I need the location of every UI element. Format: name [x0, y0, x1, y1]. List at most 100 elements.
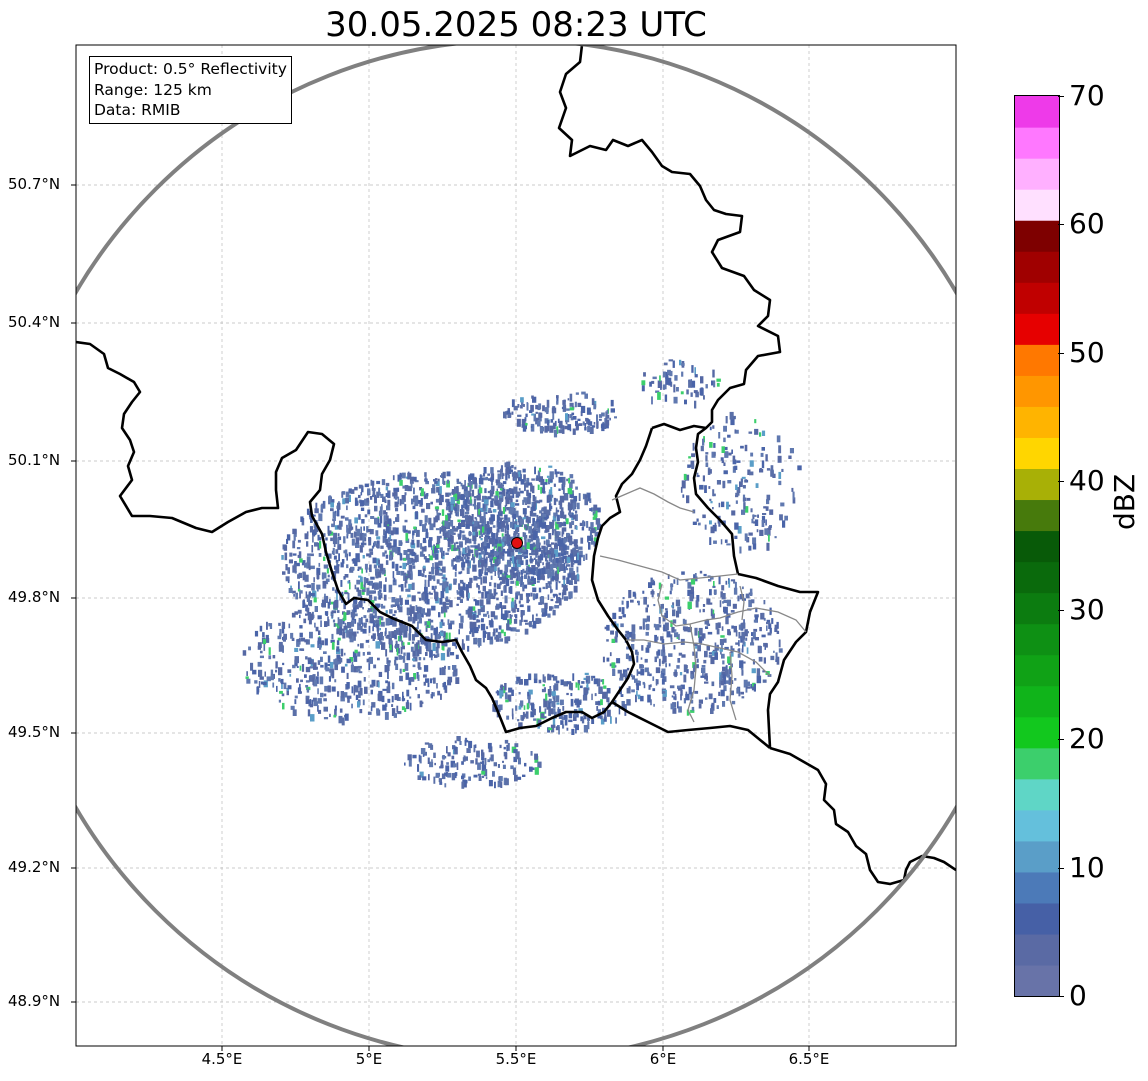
echo-pixel — [350, 532, 354, 538]
echo-pixel — [525, 559, 529, 566]
echo-pixel — [524, 514, 527, 519]
echo-pixel — [301, 560, 306, 566]
echo-pixel — [551, 569, 555, 577]
echo-pixel — [515, 572, 519, 577]
echo-pixel — [683, 626, 688, 632]
echo-pixel — [472, 503, 475, 507]
echo-pixel — [679, 359, 682, 366]
echo-pixel — [410, 481, 413, 489]
echo-pixel — [442, 755, 445, 760]
echo-pixel — [655, 390, 660, 393]
echo-pixel — [675, 599, 681, 607]
echo-pixel — [549, 550, 553, 558]
echo-pixel — [734, 429, 739, 434]
echo-pixel — [250, 662, 254, 671]
echo-pixel — [563, 521, 567, 527]
echo-pixel — [483, 558, 488, 565]
echo-pixel — [540, 596, 544, 602]
echo-pixel — [476, 750, 480, 758]
echo-pixel — [673, 579, 676, 584]
echo-pixel — [483, 541, 487, 547]
echo-pixel — [514, 510, 519, 518]
echo-pixel — [705, 697, 708, 700]
echo-pixel — [503, 631, 506, 636]
echo-pixel — [398, 654, 402, 660]
echo-pixel — [357, 569, 360, 571]
echo-pixel — [439, 781, 443, 785]
echo-pixel — [603, 685, 607, 689]
echo-pixel — [560, 507, 564, 513]
echo-pixel — [278, 644, 284, 652]
echo-pixel — [765, 519, 767, 526]
echo-pixel — [519, 619, 522, 626]
echo-pixel — [269, 623, 273, 629]
echo-pixel — [513, 567, 517, 572]
echo-pixel — [558, 568, 561, 572]
echo-pixel — [431, 692, 435, 697]
echo-pixel — [420, 520, 423, 524]
echo-pixel — [544, 568, 549, 574]
echo-pixel — [467, 490, 471, 497]
echo-pixel — [447, 547, 450, 552]
echo-pixel — [329, 713, 331, 717]
echo-pixel — [395, 563, 399, 571]
echo-pixel — [529, 559, 534, 562]
echo-pixel — [277, 635, 282, 640]
echo-pixel — [442, 633, 446, 638]
echo-pixel — [423, 657, 426, 661]
echo-pixel — [500, 546, 504, 553]
echo-pixel — [484, 488, 487, 494]
echo-pixel — [532, 577, 536, 584]
echo-pixel — [446, 479, 450, 484]
echo-pixel — [327, 553, 332, 559]
echo-pixel — [522, 584, 528, 589]
echo-pixel — [587, 426, 591, 433]
echo-pixel — [575, 549, 579, 554]
echo-pixel — [336, 561, 339, 566]
echo-pixel — [568, 512, 573, 516]
echo-pixel — [657, 392, 661, 400]
echo-pixel — [522, 611, 525, 616]
echo-pixel — [636, 655, 639, 663]
map-title: 30.05.2025 08:23 UTC — [325, 5, 707, 45]
echo-pixel — [421, 592, 425, 596]
echo-pixel — [683, 674, 687, 683]
echo-pixel — [449, 529, 454, 535]
echo-pixel — [657, 649, 661, 656]
echo-pixel — [333, 519, 335, 526]
echo-pixel — [312, 674, 316, 682]
echo-pixel — [424, 477, 427, 481]
echo-pixel — [569, 567, 574, 573]
echo-pixel — [555, 557, 559, 563]
echo-pixel — [699, 609, 701, 613]
echo-pixel — [305, 695, 310, 699]
echo-pixel — [424, 621, 427, 626]
echo-pixel — [522, 424, 527, 432]
echo-pixel — [681, 363, 685, 366]
echo-pixel — [511, 597, 514, 605]
echo-pixel — [620, 623, 624, 628]
echo-pixel — [454, 572, 457, 577]
echo-pixel — [314, 606, 318, 612]
echo-pixel — [732, 455, 736, 461]
echo-pixel — [369, 551, 374, 555]
echo-pixel — [496, 583, 501, 589]
echo-pixel — [317, 637, 322, 645]
echo-pixel — [268, 623, 271, 627]
echo-pixel — [703, 659, 707, 664]
echo-pixel — [575, 525, 578, 530]
echo-pixel — [661, 673, 665, 679]
echo-pixel — [325, 667, 330, 672]
echo-pixel — [749, 471, 754, 476]
echo-pixel — [308, 592, 311, 596]
echo-pixel — [451, 525, 456, 532]
echo-pixel — [639, 626, 643, 630]
echo-pixel — [305, 639, 310, 645]
colorbar-tick — [1058, 739, 1064, 740]
echo-pixel — [391, 547, 396, 553]
echo-pixel — [704, 524, 707, 530]
echo-pixel — [452, 671, 457, 677]
echo-pixel — [483, 499, 489, 505]
echo-pixel — [498, 625, 502, 630]
echo-pixel — [471, 489, 475, 497]
